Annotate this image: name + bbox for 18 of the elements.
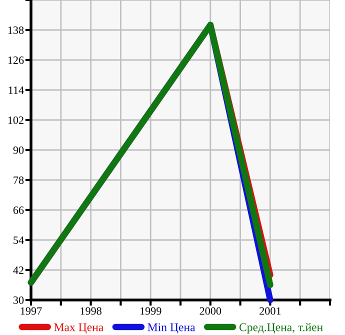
x-tick-label: 1997 xyxy=(20,307,42,315)
y-tick-label: 54 xyxy=(14,236,24,244)
legend-label: Min Цена xyxy=(148,323,196,334)
legend-label: Max Цена xyxy=(54,323,104,334)
x-tick-label: 2000 xyxy=(200,307,222,315)
y-tick-label: 66 xyxy=(13,206,24,214)
y-tick-label: 90 xyxy=(13,146,24,154)
x-tick-label: 2001 xyxy=(260,307,281,315)
y-tick-label: 30 xyxy=(13,296,24,304)
y-tick-label: 102 xyxy=(8,116,24,124)
y-tick-label: 78 xyxy=(14,176,24,184)
y-tick-label: 126 xyxy=(8,56,24,64)
y-tick-label: 138 xyxy=(8,26,24,34)
legend-label: Сред.Цена, т.йен xyxy=(239,323,323,334)
x-tick-label: 1999 xyxy=(140,307,162,315)
y-tick-label: 42 xyxy=(13,266,24,274)
y-tick-label: 114 xyxy=(8,86,24,94)
x-tick-label: 1998 xyxy=(80,307,102,315)
